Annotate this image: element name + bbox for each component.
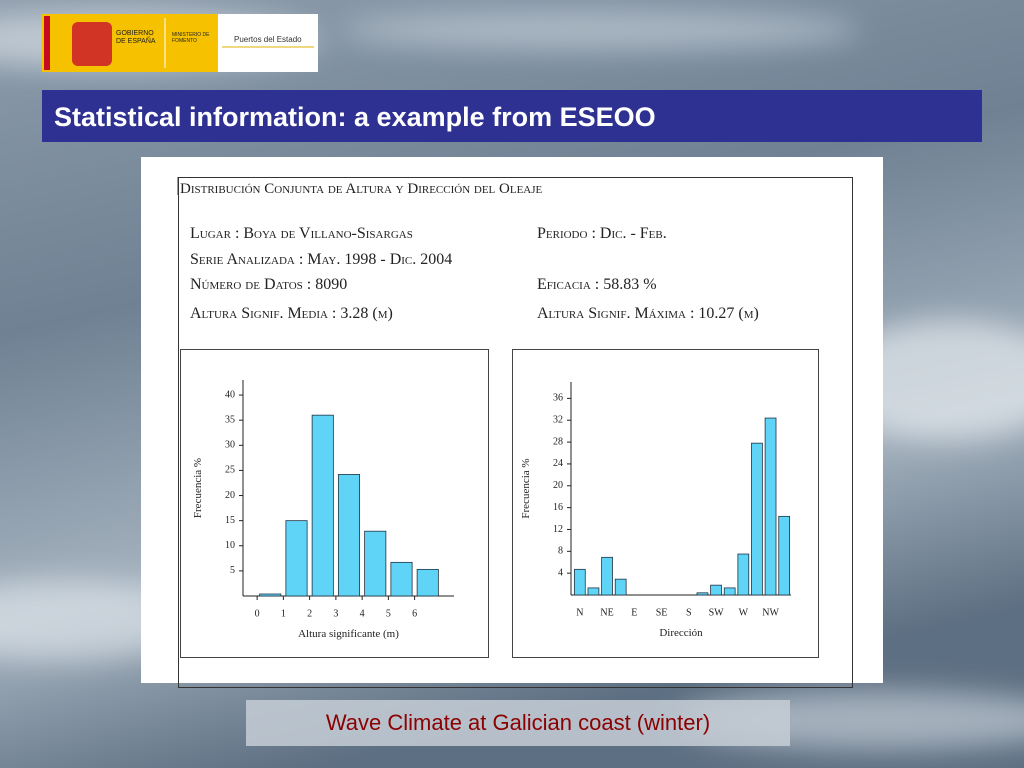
bar xyxy=(337,474,361,597)
y-tick-label: 8 xyxy=(558,546,563,557)
x-tick-label: NW xyxy=(762,607,779,618)
ports-text: Puertos del Estado xyxy=(234,35,302,44)
x-tick-label: 4 xyxy=(360,608,365,619)
report-heading: Distribución Conjunta de Altura y Direcc… xyxy=(180,181,543,197)
logo-text: GOBIERNO DE ESPAÑA xyxy=(116,30,156,45)
coat-of-arms xyxy=(72,22,112,66)
x-tick-label: 6 xyxy=(412,608,417,619)
logo-text: MINISTERIO DE FOMENTO xyxy=(172,32,210,44)
y-tick-label: 32 xyxy=(553,415,563,426)
bar xyxy=(601,556,613,596)
x-tick-label: 5 xyxy=(386,608,391,619)
bar xyxy=(259,593,282,597)
flag-stripe xyxy=(44,16,50,70)
title-bar xyxy=(42,90,982,142)
ports-logo xyxy=(218,14,318,72)
bar xyxy=(751,442,763,596)
field: Periodo : Dic. - Feb. xyxy=(537,225,667,242)
x-axis-label: Dirección xyxy=(659,627,703,639)
y-tick-label: 24 xyxy=(553,458,563,469)
y-tick-label: 40 xyxy=(225,389,235,400)
bar xyxy=(710,584,722,596)
x-tick-label: 2 xyxy=(307,608,312,619)
field: Lugar : Boya de Villano-Sisargas xyxy=(190,225,413,242)
field: Altura Signif. Máxima : 10.27 (m) xyxy=(537,305,759,322)
ministry-text: MINISTERIO DE FOMENTO xyxy=(172,32,210,44)
bar xyxy=(723,587,736,596)
y-tick-label: 20 xyxy=(553,480,563,491)
bar xyxy=(696,592,709,596)
x-tick-label: NE xyxy=(600,607,613,618)
field: Serie Analizada : May. 1998 - Dic. 2004 xyxy=(190,251,452,268)
bar xyxy=(285,520,308,597)
slide-title: Statistical information: a example from … xyxy=(54,102,656,132)
y-tick-label: 15 xyxy=(225,515,235,526)
x-tick-label: 0 xyxy=(255,608,260,619)
x-tick-label: N xyxy=(576,607,583,618)
bar xyxy=(764,417,777,596)
x-tick-label: S xyxy=(686,607,692,618)
y-axis-label: Frecuencia % xyxy=(192,458,204,518)
x-tick-label: 3 xyxy=(333,608,338,619)
bar xyxy=(587,587,600,596)
logo-box xyxy=(42,14,218,72)
bar xyxy=(311,414,334,597)
caption-box xyxy=(246,700,790,746)
y-tick-label: 35 xyxy=(225,414,235,425)
y-tick-label: 16 xyxy=(553,502,563,513)
x-tick-label: SE xyxy=(656,607,668,618)
chart-frame xyxy=(512,349,819,658)
y-tick-label: 4 xyxy=(558,567,563,578)
bar xyxy=(614,578,627,596)
x-tick-label: SW xyxy=(709,607,725,618)
y-tick-label: 20 xyxy=(225,490,235,501)
bar xyxy=(573,568,586,596)
document-frame xyxy=(178,177,853,688)
bar xyxy=(737,553,750,596)
field: Eficacia : 58.83 % xyxy=(537,276,657,293)
x-tick-label: 1 xyxy=(281,608,286,619)
y-tick-label: 10 xyxy=(225,540,235,551)
chart-frame xyxy=(180,349,489,658)
field: Número de Datos : 8090 xyxy=(190,276,347,293)
y-tick-label: 5 xyxy=(230,565,235,576)
bar xyxy=(778,515,791,596)
x-tick-label: W xyxy=(739,607,749,618)
y-tick-label: 12 xyxy=(553,524,563,535)
caption: Wave Climate at Galician coast (winter) xyxy=(326,710,710,735)
government-text: GOBIERNO DE ESPAÑA xyxy=(116,30,156,45)
y-tick-label: 28 xyxy=(553,436,563,447)
y-axis-label: Frecuencia % xyxy=(520,458,532,518)
bar xyxy=(416,568,439,597)
bar xyxy=(390,561,413,597)
field: Altura Signif. Media : 3.28 (m) xyxy=(190,305,393,322)
x-axis-label: Altura significante (m) xyxy=(298,628,399,640)
y-tick-label: 25 xyxy=(225,465,235,476)
y-tick-label: 30 xyxy=(225,440,235,451)
bar xyxy=(364,530,387,597)
x-tick-label: E xyxy=(631,607,637,618)
y-tick-label: 36 xyxy=(553,393,563,404)
